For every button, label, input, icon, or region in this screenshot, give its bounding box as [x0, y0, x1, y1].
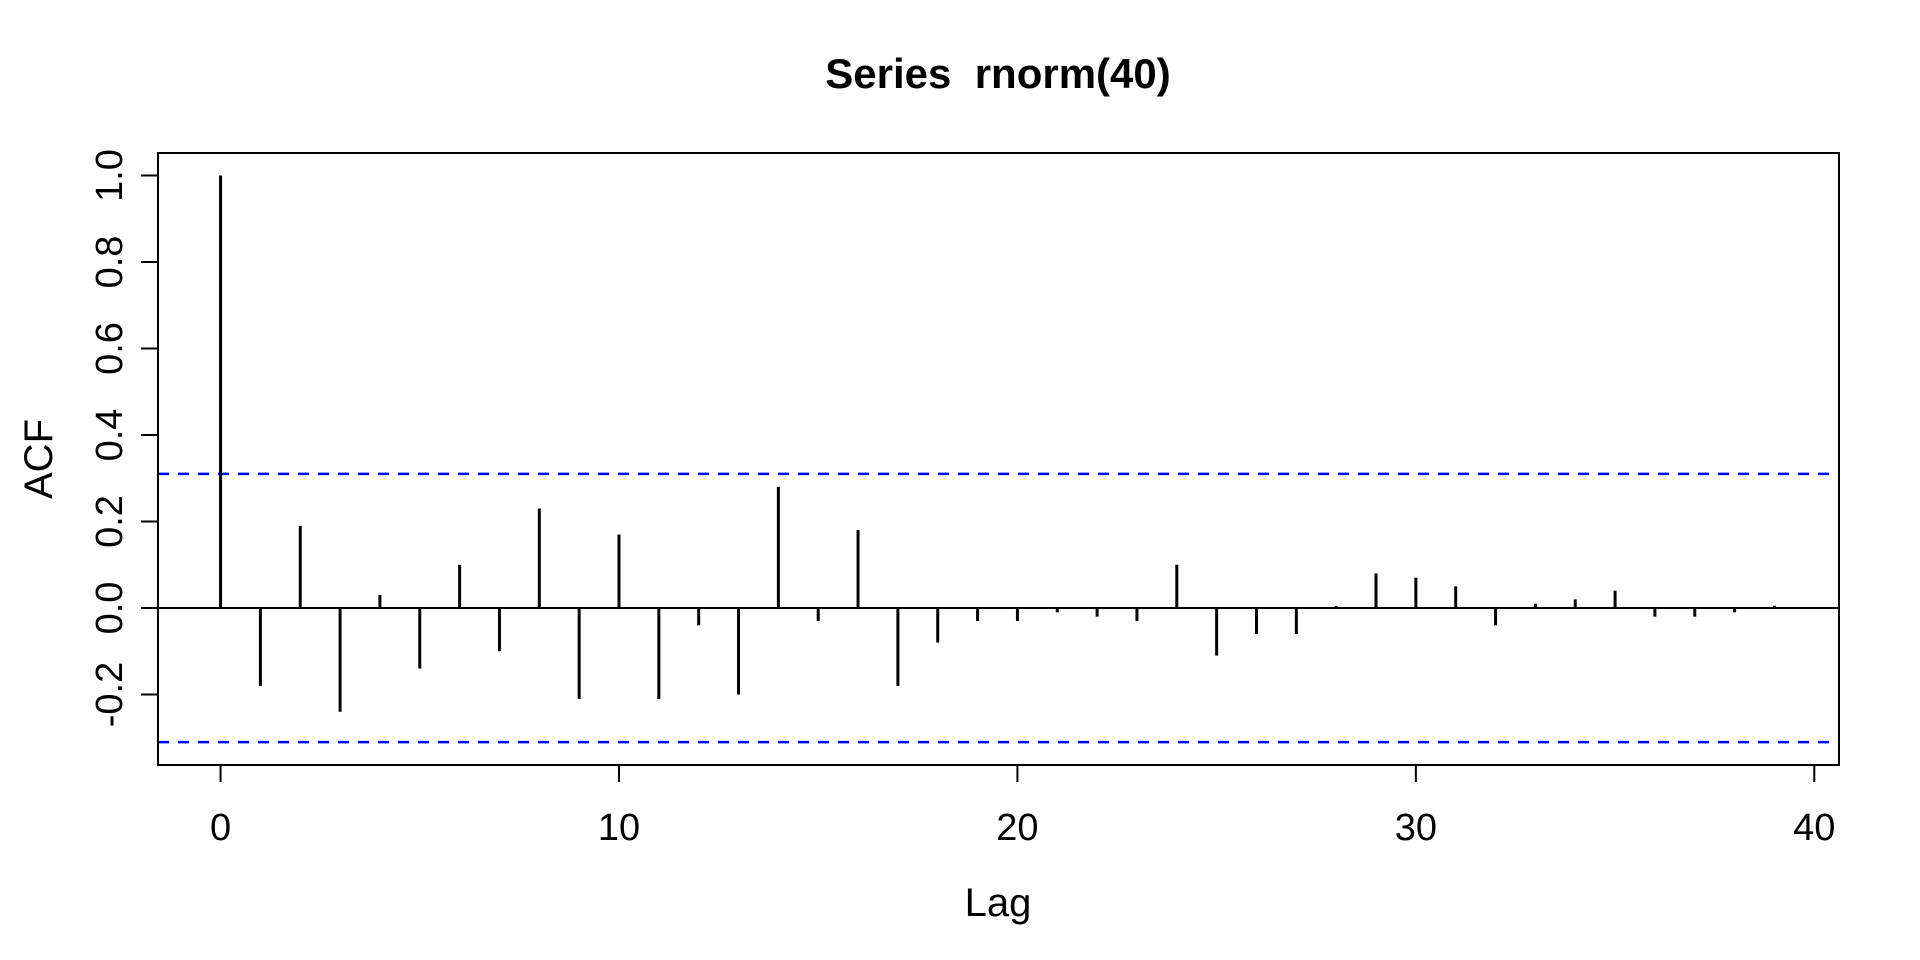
y-tick-label-0.6: 0.6: [89, 322, 131, 375]
x-tick-label-40: 40: [1793, 807, 1835, 849]
axes-layer: [157, 152, 1840, 766]
y-tick-label-0.8: 0.8: [89, 236, 131, 289]
y-tick-label-1.0: 1.0: [89, 149, 131, 202]
x-tick-label-30: 30: [1395, 807, 1437, 849]
y-tick-label-0.4: 0.4: [89, 409, 131, 462]
y-axis-label: ACF: [17, 419, 61, 499]
y-tick-label-0.2: 0.2: [89, 495, 131, 548]
x-tick-label-20: 20: [996, 807, 1038, 849]
x-tick-label-0: 0: [210, 807, 231, 849]
confidence-band-layer: [158, 472, 1839, 744]
y-tick-label-0.0: 0.0: [89, 582, 131, 635]
chart-title: Series rnorm(40): [825, 50, 1170, 97]
x-tick-label-10: 10: [598, 807, 640, 849]
y-tick-label--0.2: -0.2: [89, 662, 131, 727]
acf-bars-layer: [219, 175, 1776, 712]
tick-labels-layer: 0 10 20 30 40 -0.2 0.0 0.2 0.4 0.6 0.8 1.0: [89, 149, 1835, 849]
ticks-layer: [141, 174, 1816, 782]
x-axis-label: Lag: [965, 881, 1032, 925]
plot-border: [157, 152, 1840, 766]
